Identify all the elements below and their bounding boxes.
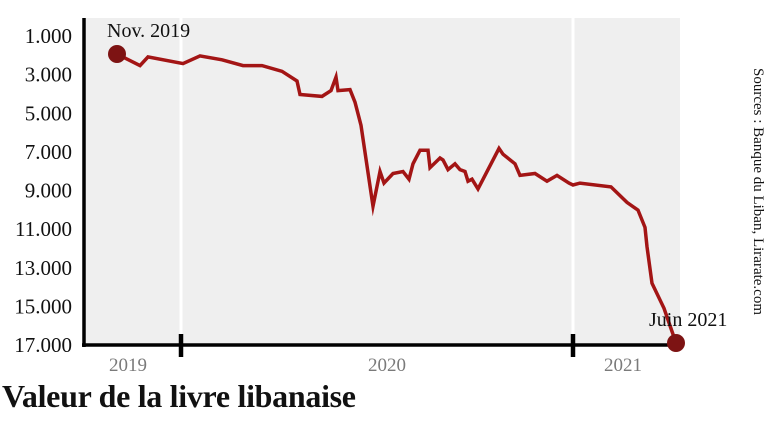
y-tick-label: 1.000 xyxy=(25,24,72,48)
plot-background xyxy=(83,18,680,345)
x-tick-label: 2021 xyxy=(604,355,642,376)
source-note: Sources : Banque du Liban, Lirarate.com xyxy=(750,68,766,316)
y-tick-label: 17.000 xyxy=(14,333,72,357)
x-tick-label: 2019 xyxy=(109,355,147,376)
annotation-end: Juin 2021 xyxy=(649,309,727,331)
chart-title: Valeur de la livre libanaise xyxy=(2,378,356,414)
y-tick-label: 7.000 xyxy=(25,140,72,164)
start-marker xyxy=(108,45,126,63)
y-tick-label: 13.000 xyxy=(14,256,72,280)
y-tick-label: 9.000 xyxy=(25,179,72,203)
x-axis-tick-labels: 2019 2020 2021 xyxy=(109,355,642,376)
y-axis-tick-labels: 1.000 3.000 5.000 7.000 9.000 11.000 13.000 15.… xyxy=(14,24,72,357)
x-tick-label: 2020 xyxy=(368,355,406,376)
exchange-rate-line xyxy=(116,52,678,344)
end-marker xyxy=(667,334,685,352)
annotation-start: Nov. 2019 xyxy=(107,20,190,42)
y-tick-label: 15.000 xyxy=(14,294,72,318)
y-tick-label: 3.000 xyxy=(25,63,72,87)
y-tick-label: 5.000 xyxy=(25,101,72,125)
y-tick-label: 11.000 xyxy=(15,217,72,241)
